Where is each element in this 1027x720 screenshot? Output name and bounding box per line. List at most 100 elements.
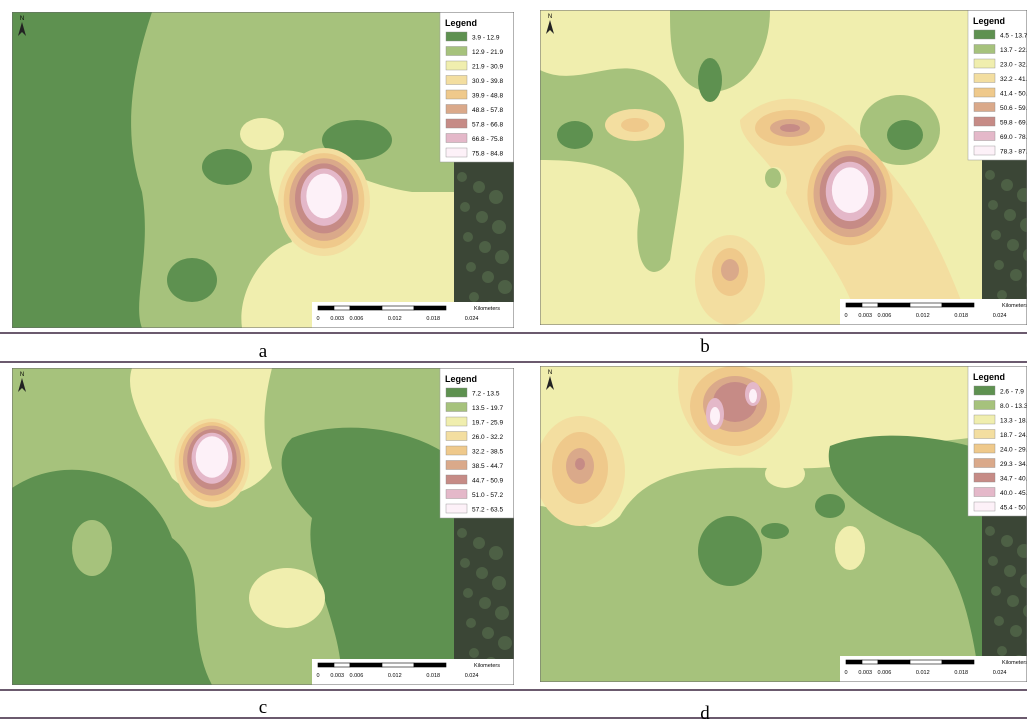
zone <box>575 458 585 470</box>
tree <box>479 241 491 253</box>
scale-segment <box>910 303 942 307</box>
scale-label: 0.003 <box>858 313 872 319</box>
legend-item: 75.8 - 84.8 <box>472 151 503 158</box>
panel-label: b <box>700 336 710 357</box>
legend-item: 2.6 - 7.9 <box>1000 389 1024 396</box>
legend-item: 40.0 - 45.3 <box>1000 490 1027 497</box>
tree <box>1010 269 1022 281</box>
tree <box>489 546 503 560</box>
legend-item: 26.0 - 32.2 <box>472 434 503 441</box>
legend-item: 44.7 - 50.9 <box>472 478 503 485</box>
scale-label: 0.003 <box>858 670 872 676</box>
tree <box>994 260 1004 270</box>
legend-item: 39.9 - 48.8 <box>472 93 503 100</box>
legend-swatch <box>974 444 995 453</box>
legend-item: 38.5 - 44.7 <box>472 463 503 470</box>
zone <box>721 259 739 281</box>
legend-item: 57.8 - 66.8 <box>472 122 503 129</box>
scale-label: 0.018 <box>426 673 440 679</box>
tree <box>457 528 467 538</box>
map-panel: Legend4.5 - 13.713.7 - 22.923.0 - 32.332… <box>540 10 1027 325</box>
legend-item: 18.7 - 24.0 <box>1000 432 1027 439</box>
legend-swatch <box>974 430 995 439</box>
scale-label: 0.012 <box>388 673 402 679</box>
tree <box>991 586 1001 596</box>
scale-label: 0 <box>844 313 847 319</box>
tree <box>489 190 503 204</box>
scale-label: 0.012 <box>388 316 402 322</box>
legend-swatch <box>974 401 995 410</box>
scale-label: 0.006 <box>878 670 892 676</box>
zone <box>710 407 720 425</box>
legend-swatch <box>446 446 467 455</box>
legend-swatch <box>446 432 467 441</box>
zone <box>167 258 217 302</box>
zone <box>240 118 284 150</box>
scale-segment <box>862 660 878 664</box>
tree <box>473 537 485 549</box>
tree <box>469 292 479 302</box>
tree <box>1007 595 1019 607</box>
legend-swatch <box>446 475 467 484</box>
legend-swatch <box>974 502 995 511</box>
tree <box>985 526 995 536</box>
tree <box>463 232 473 242</box>
tree <box>1010 625 1022 637</box>
north-label: N <box>548 14 552 20</box>
legend-swatch <box>446 90 467 99</box>
tree <box>498 636 512 650</box>
zone <box>780 124 800 132</box>
legend-item: 13.3 - 18.6 <box>1000 418 1027 425</box>
tree <box>988 200 998 210</box>
legend-title: Legend <box>445 18 477 28</box>
tree <box>988 556 998 566</box>
legend-swatch <box>446 388 467 397</box>
legend-swatch <box>446 76 467 85</box>
scale-label: 0.024 <box>465 316 479 322</box>
legend-swatch <box>446 504 467 513</box>
scale-label: 0.018 <box>426 316 440 322</box>
scale-label: 0.018 <box>954 313 968 319</box>
tree <box>482 271 494 283</box>
scale-label: 0.024 <box>993 670 1007 676</box>
scale-label: 0.024 <box>993 313 1007 319</box>
legend-item: 51.0 - 57.2 <box>472 492 503 499</box>
legend-item: 32.2 - 41.4 <box>1000 76 1027 83</box>
tree <box>991 230 1001 240</box>
legend-swatch <box>446 403 467 412</box>
legend-title: Legend <box>973 16 1005 26</box>
scale-segment <box>878 660 910 664</box>
legend-item: 12.9 - 21.9 <box>472 49 503 56</box>
legend-item: 41.4 - 50.6 <box>1000 91 1027 98</box>
north-label: N <box>20 372 24 378</box>
scale-segment <box>414 306 446 310</box>
scale-segment <box>846 660 862 664</box>
zone <box>202 149 252 185</box>
tree <box>476 567 488 579</box>
tree <box>492 220 506 234</box>
legend-swatch <box>974 103 995 112</box>
zone <box>765 460 805 488</box>
panel-label: a <box>259 341 268 362</box>
legend-swatch <box>446 417 467 426</box>
zone <box>249 568 325 628</box>
figure: Legend3.9 - 12.912.9 - 21.921.9 - 30.930… <box>0 0 1027 720</box>
legend-swatch <box>446 61 467 70</box>
scale-label: 0.012 <box>916 670 930 676</box>
tree <box>1004 209 1016 221</box>
tree <box>460 558 470 568</box>
zone <box>749 389 757 403</box>
tree <box>469 648 479 658</box>
north-label: N <box>20 16 24 22</box>
legend-swatch <box>974 386 995 395</box>
legend-swatch <box>974 132 995 141</box>
legend-title: Legend <box>445 374 477 384</box>
zone <box>887 120 923 150</box>
zone <box>698 516 762 586</box>
legend-item: 32.2 - 38.5 <box>472 449 503 456</box>
legend-swatch <box>974 59 995 68</box>
tree <box>463 588 473 598</box>
legend-item: 30.9 - 39.8 <box>472 78 503 85</box>
scale-unit: Kilometers <box>474 663 500 669</box>
